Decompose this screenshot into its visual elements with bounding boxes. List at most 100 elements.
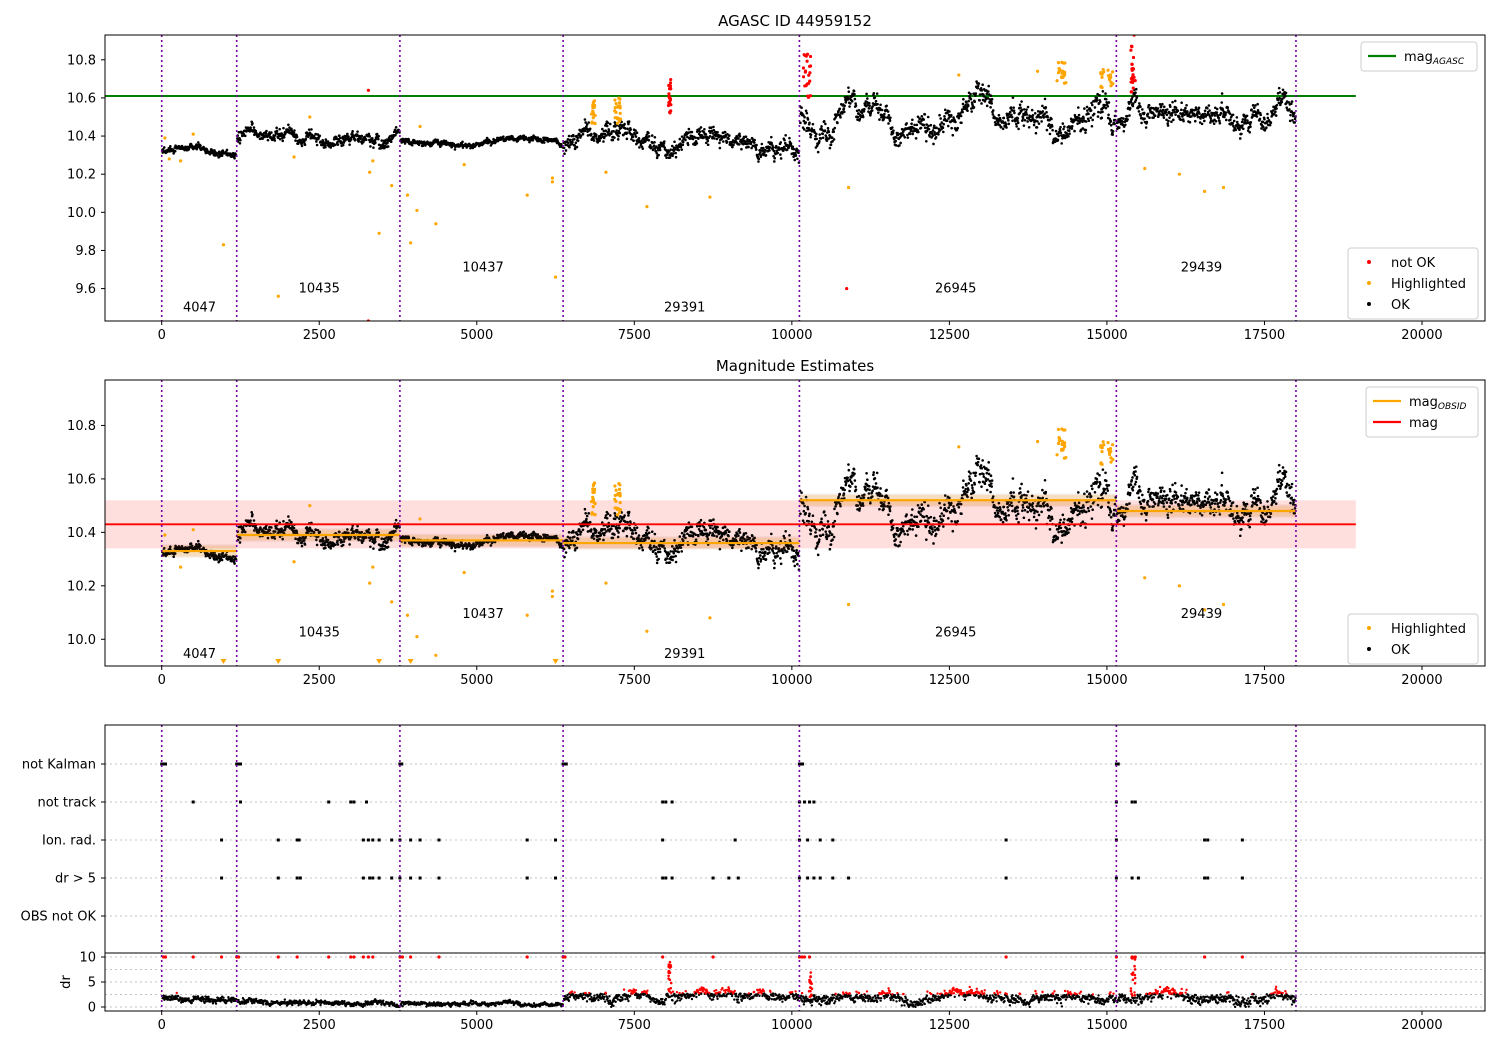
ok-point <box>1232 113 1235 116</box>
ok-point <box>669 148 672 151</box>
ok-point <box>922 118 925 121</box>
panel1-xtick-label: 10000 <box>771 328 812 343</box>
ok-point <box>897 134 900 137</box>
ok-point <box>1021 119 1024 122</box>
ok-point <box>694 533 697 536</box>
not-ok-point <box>1131 75 1134 78</box>
ok-point <box>821 528 824 531</box>
highlighted-point <box>616 122 619 125</box>
ok-point <box>1215 120 1218 123</box>
highlighted-point <box>551 180 554 183</box>
highlighted-point <box>390 184 393 187</box>
ok-point <box>800 106 803 109</box>
ok-point <box>226 149 229 152</box>
ok-point <box>1146 121 1149 124</box>
ok-point <box>833 138 836 141</box>
ok-point <box>793 159 796 162</box>
ok-point <box>657 154 660 157</box>
ok-point <box>876 103 879 106</box>
ok-point <box>792 560 795 563</box>
ok-point <box>1096 99 1099 102</box>
ok-point <box>665 561 668 564</box>
highlighted-point <box>409 241 412 244</box>
ok-point <box>1204 109 1207 112</box>
ok-point <box>773 150 776 153</box>
ok-point <box>351 130 354 133</box>
ok-point <box>1023 124 1026 127</box>
ok-point <box>454 148 457 151</box>
highlighted-point <box>1100 72 1103 75</box>
ok-point <box>267 139 270 142</box>
ok-point <box>1246 115 1249 118</box>
ok-point <box>615 129 618 132</box>
ok-point <box>595 134 598 137</box>
ok-point <box>1267 117 1270 120</box>
ok-point <box>653 144 656 147</box>
ok-point <box>636 131 639 134</box>
ok-point <box>1182 120 1185 123</box>
ok-point <box>763 554 766 557</box>
ok-point <box>728 530 731 533</box>
ok-point <box>700 519 703 522</box>
ok-point <box>659 149 662 152</box>
ok-point <box>356 130 359 133</box>
ok-point <box>1167 124 1170 127</box>
highlighted-point <box>591 110 594 113</box>
highlighted-point <box>1111 82 1114 85</box>
ok-point <box>911 118 914 121</box>
ok-point <box>1275 107 1278 110</box>
ok-point <box>342 544 345 547</box>
highlighted-point <box>591 121 594 124</box>
ok-point <box>806 112 809 115</box>
ok-point <box>1252 104 1255 107</box>
ok-point <box>273 139 276 142</box>
ok-point <box>1087 113 1090 116</box>
ok-point <box>851 100 854 103</box>
ok-point <box>916 124 919 127</box>
ok-point <box>947 125 950 128</box>
ok-point <box>1097 111 1100 114</box>
ok-point <box>1236 116 1239 119</box>
panel1-ytick-label: 10.0 <box>67 206 96 221</box>
ok-point <box>1012 106 1015 109</box>
ok-point <box>1097 115 1100 118</box>
ok-point <box>590 528 593 531</box>
ok-point <box>803 116 806 119</box>
ok-point <box>1068 132 1071 135</box>
ok-point <box>1028 126 1031 129</box>
ok-point <box>377 138 380 141</box>
ok-point <box>1046 116 1049 119</box>
ok-point <box>1113 123 1116 126</box>
ok-point <box>1031 109 1034 112</box>
ok-point <box>585 518 588 521</box>
ok-point <box>587 121 590 124</box>
ok-point <box>339 137 342 140</box>
ok-point <box>1034 112 1037 115</box>
ok-point <box>610 528 613 531</box>
ok-point <box>682 141 685 144</box>
ok-point <box>395 126 398 129</box>
ok-point <box>759 554 762 557</box>
ok-point <box>674 550 677 553</box>
ok-point <box>1132 102 1135 105</box>
ok-point <box>760 154 763 157</box>
ok-point <box>820 125 823 128</box>
ok-point <box>1085 129 1088 132</box>
ok-point <box>920 127 923 130</box>
ok-point <box>251 122 254 125</box>
ok-point <box>1256 103 1259 106</box>
ok-point <box>565 551 568 554</box>
ok-point <box>1262 126 1265 129</box>
panel1-ytick-label: 9.6 <box>75 282 96 297</box>
ok-point <box>942 126 945 129</box>
highlighted-point <box>847 186 850 189</box>
highlighted-point <box>1063 82 1066 85</box>
ok-point <box>586 515 589 518</box>
ok-point <box>709 527 712 530</box>
ok-point <box>703 526 706 529</box>
ok-point <box>372 547 375 550</box>
ok-point <box>1274 110 1277 113</box>
ok-point <box>590 133 593 136</box>
ok-point <box>770 533 773 536</box>
